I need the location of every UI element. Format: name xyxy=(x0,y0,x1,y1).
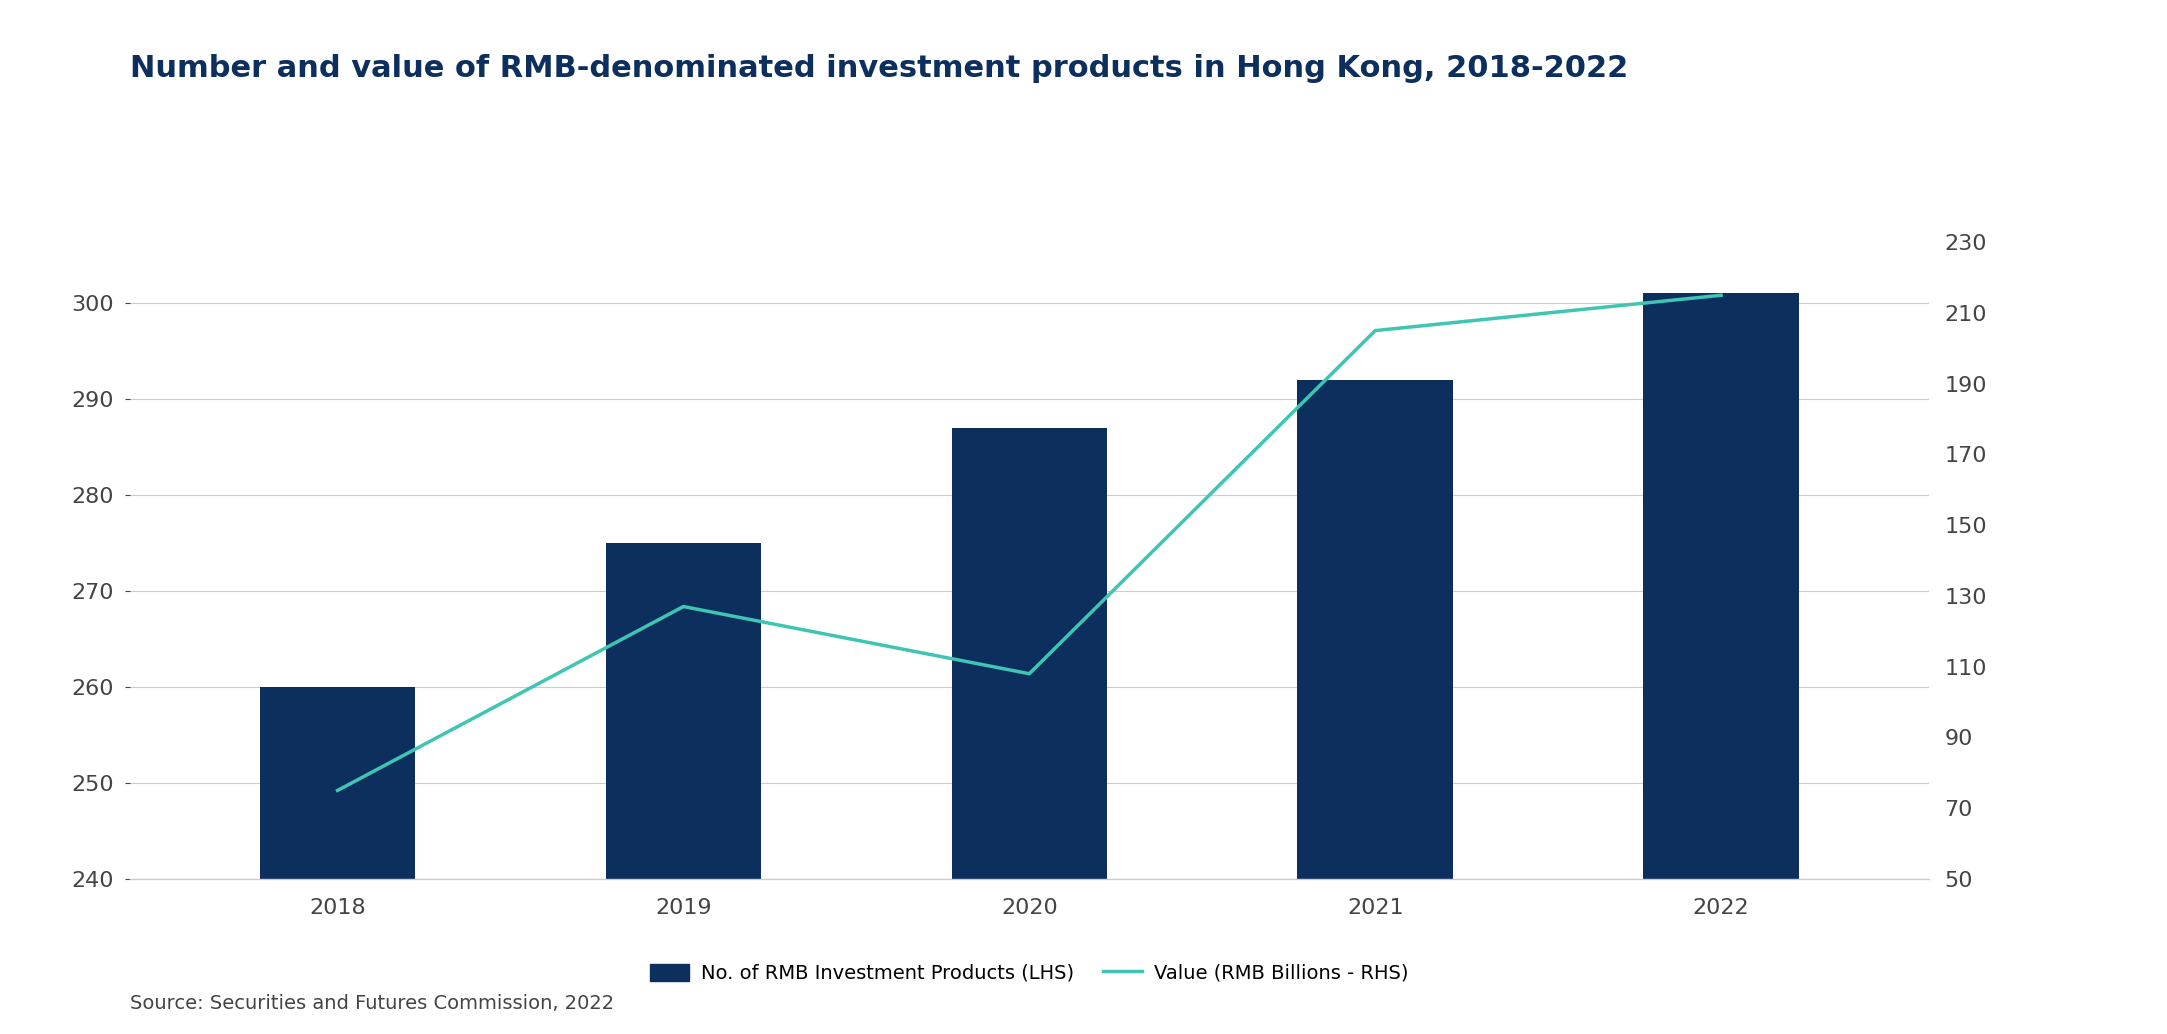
Bar xyxy=(951,428,1107,1034)
Bar xyxy=(605,543,761,1034)
Bar xyxy=(260,687,416,1034)
Text: Number and value of RMB-denominated investment products in Hong Kong, 2018-2022: Number and value of RMB-denominated inve… xyxy=(130,54,1627,83)
Bar xyxy=(1643,294,1799,1034)
Text: Source: Securities and Futures Commission, 2022: Source: Securities and Futures Commissio… xyxy=(130,995,613,1013)
Legend: No. of RMB Investment Products (LHS), Value (RMB Billions - RHS): No. of RMB Investment Products (LHS), Va… xyxy=(644,955,1415,991)
Bar xyxy=(1298,379,1454,1034)
